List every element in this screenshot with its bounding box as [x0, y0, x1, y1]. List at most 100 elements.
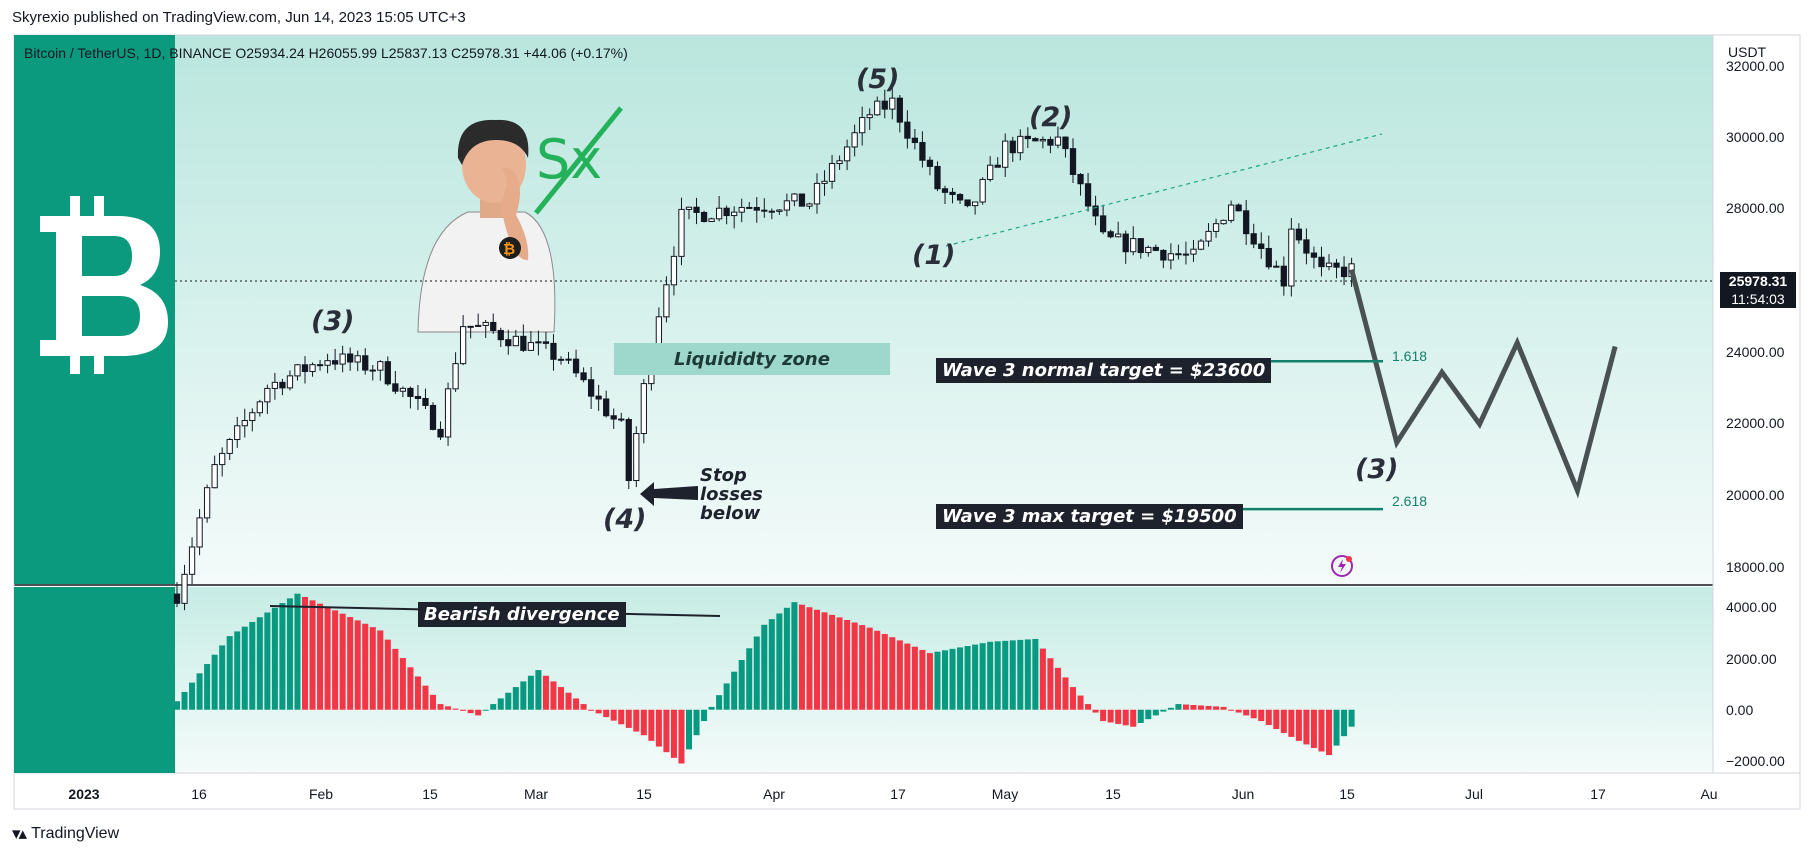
wave-label-2: (2) [1029, 102, 1073, 133]
max-target-label: Wave 3 max target = $19500 [936, 504, 1243, 529]
histogram-bar [633, 709, 640, 732]
candle [806, 202, 813, 210]
candle [490, 313, 497, 334]
candle [475, 313, 482, 327]
histogram-bar [1047, 658, 1054, 710]
histogram-bar [791, 602, 798, 710]
candle [1265, 235, 1272, 270]
candle [859, 106, 866, 146]
liquidity-zone-box: Liquididty zone [614, 343, 890, 375]
candle [1115, 221, 1122, 238]
histogram-bar [384, 639, 391, 710]
histogram-bar [1054, 667, 1061, 710]
candle [723, 205, 730, 225]
histogram-bar [1085, 704, 1092, 710]
candle [256, 399, 263, 417]
histogram-bar [309, 600, 316, 710]
histogram-bar [1295, 709, 1302, 741]
bitcoin-logo-icon [40, 196, 168, 374]
candle [836, 155, 843, 170]
histogram-bar [994, 641, 1001, 710]
candle [1295, 223, 1303, 244]
histogram-bar [926, 653, 933, 710]
candle [339, 345, 346, 373]
candle [309, 362, 316, 377]
ohlc-change: +44.06 (+0.17%) [523, 45, 628, 61]
normal-target-label: Wave 3 normal target = $23600 [936, 358, 1272, 383]
candle [527, 331, 535, 351]
histogram-bar [821, 612, 828, 710]
candle [249, 408, 256, 432]
wave-label-5: (5) [856, 64, 900, 95]
candle [949, 187, 956, 204]
histogram-bar [467, 709, 474, 714]
candle [798, 193, 806, 207]
candle [1325, 254, 1333, 271]
candle [783, 193, 791, 217]
lightning-badge-icon[interactable] [1330, 554, 1354, 578]
candle [1310, 246, 1318, 269]
histogram-bar [1265, 709, 1272, 726]
candle [294, 364, 301, 381]
histogram-bar [1213, 706, 1220, 710]
candle [1273, 260, 1280, 268]
candle [467, 325, 474, 339]
symbol-name[interactable]: Bitcoin / TetherUS, 1D, BINANCE [24, 45, 232, 61]
histogram-bar [354, 620, 361, 710]
histogram-bar [204, 664, 211, 710]
price-tick: 20000.00 [1726, 487, 1785, 503]
histogram-bar [1220, 706, 1227, 710]
histogram-bar [1348, 709, 1355, 727]
candle [1002, 133, 1009, 177]
candle [535, 330, 542, 356]
histogram-bar [851, 622, 858, 710]
histogram-bar [693, 709, 700, 736]
price-tick: 22000.00 [1726, 415, 1785, 431]
candle [633, 426, 640, 488]
price-axis-unit[interactable]: USDT [1728, 44, 1767, 60]
histogram-bar [964, 646, 971, 710]
histogram-bar [422, 685, 429, 710]
candle [881, 89, 888, 119]
histogram-bar [746, 648, 753, 710]
histogram-bar [482, 709, 489, 711]
candle [813, 173, 821, 214]
current-price-tag: 25978.31 [1720, 272, 1796, 290]
candle [196, 509, 203, 556]
candle [1152, 244, 1159, 252]
candle [821, 170, 828, 196]
candle [919, 131, 926, 168]
histogram-bar [535, 670, 542, 710]
histogram-bar [783, 607, 790, 710]
candle [1137, 238, 1144, 259]
histogram-bar [1130, 709, 1137, 727]
candle [1032, 137, 1039, 142]
candle [738, 198, 745, 223]
candle [670, 246, 678, 296]
tradingview-footer[interactable]: ▾▴ TradingView [12, 824, 119, 844]
candle [1340, 256, 1348, 286]
histogram-bar [1137, 709, 1144, 723]
histogram-bar [753, 636, 760, 710]
candle [1024, 127, 1031, 149]
candle [219, 447, 226, 477]
histogram-bar [1077, 695, 1084, 710]
time-tick: 16 [191, 786, 207, 802]
time-tick: Apr [763, 786, 785, 802]
candle [347, 347, 354, 371]
candle [1145, 245, 1152, 257]
histogram-bar [761, 624, 768, 710]
candle [482, 320, 489, 338]
candle [173, 582, 181, 608]
time-tick: 2023 [68, 786, 100, 802]
histogram-bar [565, 692, 572, 710]
histogram-bar [520, 681, 527, 710]
histogram-bar [768, 619, 775, 710]
histogram-bar [716, 695, 723, 710]
symbol-ohlc-line[interactable]: Bitcoin / TetherUS, 1D, BINANCE O25934.2… [24, 45, 628, 61]
histogram-bar [588, 709, 595, 711]
candle [557, 356, 565, 365]
candle [746, 202, 753, 209]
candle [1212, 218, 1220, 238]
